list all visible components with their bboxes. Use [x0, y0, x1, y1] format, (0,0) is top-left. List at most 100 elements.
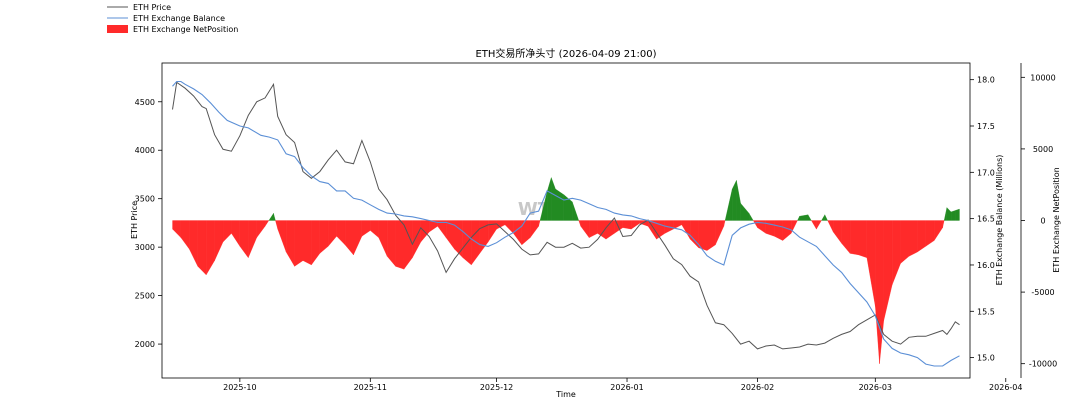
netposition-area-segment — [344, 220, 354, 256]
chart-title: ETH交易所净头寸 (2026-04-09 21:00) — [475, 47, 656, 60]
plot-frame — [161, 62, 971, 379]
netposition-area-segment — [248, 220, 257, 258]
netposition-area-segment — [946, 207, 952, 221]
netposition-area-segment — [797, 216, 800, 221]
x-tick-label: 2026-03 — [859, 383, 892, 392]
netposition-area-segment — [748, 212, 754, 221]
balance-tick-label: 18.0 — [977, 76, 995, 85]
netposition-area-segment — [294, 220, 304, 267]
price-axis-label: ETH Price — [130, 201, 139, 239]
netposition-area-segment — [622, 220, 632, 230]
netposition-area-segment — [917, 220, 926, 253]
netposition-tick-label: 0 — [1040, 217, 1045, 226]
netposition-area-segment — [420, 220, 430, 243]
netposition-area-segment — [370, 220, 379, 239]
netposition-area-segment — [239, 220, 249, 259]
netposition-area-segment — [774, 220, 783, 241]
price-tick-label: 3500 — [135, 195, 155, 204]
price-tick-label: 4500 — [135, 98, 155, 107]
netposition-area-segment — [530, 220, 539, 239]
netposition-area-segment — [807, 214, 812, 221]
netposition-axis: -10000 -5000 0 5000 10000 — [1020, 63, 1057, 378]
x-tick-label: 2026-01 — [610, 383, 643, 392]
netposition-area-segment — [285, 220, 295, 267]
netposition-area-segment — [256, 220, 266, 239]
netposition-area-segment — [580, 220, 590, 239]
balance-tick-label: 17.0 — [977, 168, 995, 177]
netposition-area-segment — [395, 220, 405, 270]
netposition-area-segment — [336, 220, 346, 246]
netposition-area-segment — [681, 220, 691, 240]
netposition-area-segment — [588, 220, 598, 238]
netposition-area-segment — [302, 220, 312, 266]
netposition-area-segment — [273, 213, 276, 221]
netposition-area-segment — [824, 214, 828, 221]
netposition-area-segment — [555, 188, 565, 221]
netposition-area-segment — [849, 220, 859, 256]
netposition-area-segment — [504, 220, 514, 234]
netposition-area-segment — [833, 220, 842, 244]
legend: ETH Price ETH Exchange Balance ETH Excha… — [107, 3, 238, 34]
netposition-area-segment — [639, 220, 649, 227]
netposition-area-segment — [546, 177, 552, 221]
netposition-area-segment — [950, 210, 956, 221]
netposition-area-segment — [206, 220, 215, 276]
netposition-area-segment — [471, 220, 480, 266]
netposition-area-segment — [572, 201, 579, 221]
netposition-area-segment — [189, 220, 198, 267]
netposition-area-series — [172, 177, 960, 364]
legend-label-eth-price: ETH Price — [133, 3, 171, 12]
netposition-area-segment — [900, 220, 910, 264]
price-tick-label: 4000 — [135, 146, 155, 155]
netposition-area-segment — [319, 220, 329, 254]
x-tick-label: 2025-11 — [354, 383, 387, 392]
netposition-area-segment — [858, 220, 868, 258]
netposition-area-segment — [412, 220, 421, 258]
balance-tick-label: 17.5 — [977, 122, 995, 131]
netposition-area-segment — [821, 214, 825, 221]
netposition-area-segment — [437, 220, 447, 239]
netposition-area-segment — [879, 220, 884, 364]
x-axis-label: Time — [555, 390, 576, 399]
netposition-area-segment — [197, 220, 207, 276]
netposition-area-segment — [943, 207, 948, 221]
netposition-area-segment — [827, 220, 834, 233]
legend-label-eth-exchange-balance: ETH Exchange Balance — [133, 14, 225, 23]
netposition-area-segment — [724, 188, 733, 221]
price-tick-label: 3000 — [135, 243, 155, 252]
netposition-tick-label: -10000 — [1029, 360, 1057, 369]
netposition-area-segment — [328, 220, 337, 247]
price-tick-label: 2000 — [135, 340, 155, 349]
netposition-tick-label: 10000 — [1030, 73, 1055, 82]
x-tick-label: 2026-02 — [741, 383, 774, 392]
netposition-area-segment — [214, 220, 224, 261]
eth-exchange-balance-series — [172, 80, 960, 367]
netposition-area-segment — [275, 220, 278, 230]
netposition-area-segment — [732, 180, 737, 221]
netposition-area-segment — [311, 220, 320, 266]
x-tick-label: 2026-04 — [989, 383, 1022, 392]
netposition-area-segment — [934, 220, 943, 242]
netposition-area-segment — [790, 220, 798, 234]
netposition-area-segment — [723, 220, 726, 227]
price-axis: 2000 2500 3000 3500 4000 4500 — [135, 98, 162, 349]
netposition-area-segment — [765, 220, 775, 237]
netposition-area-segment — [875, 220, 880, 364]
netposition-axis-label: ETH Exchange NetPosition — [1052, 167, 1061, 272]
price-tick-label: 2500 — [135, 292, 155, 301]
eth-price-line — [172, 81, 960, 350]
balance-tick-label: 16.5 — [977, 215, 995, 224]
netposition-area-segment — [264, 220, 270, 227]
netposition-area-segment — [715, 220, 724, 245]
netposition-area-segment — [551, 177, 556, 221]
eth-exchange-balance-line — [172, 80, 960, 367]
netposition-area-segment — [908, 220, 918, 257]
netposition-area-segment — [782, 220, 792, 241]
eth-price-series — [172, 81, 960, 350]
x-tick-label: 2025-12 — [480, 383, 513, 392]
legend-swatch-eth-exchange-netposition — [107, 25, 128, 33]
netposition-tick-label: 5000 — [1033, 145, 1053, 154]
netposition-area-segment — [942, 220, 945, 228]
netposition-area-segment — [883, 220, 893, 321]
